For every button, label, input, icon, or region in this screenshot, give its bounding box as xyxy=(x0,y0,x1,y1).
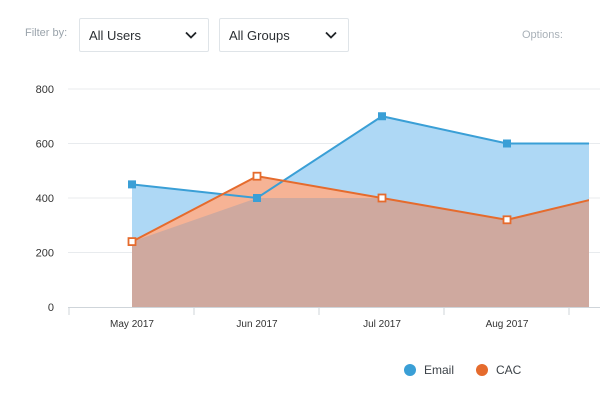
legend-item-email[interactable]: Email xyxy=(404,363,454,377)
x-tick-label: May 2017 xyxy=(110,319,154,330)
email-point xyxy=(503,139,511,148)
chevron-down-icon xyxy=(325,31,337,39)
chevron-down-icon xyxy=(185,31,197,39)
plot-area xyxy=(127,112,589,307)
email-point xyxy=(378,112,386,121)
x-tick-label: Aug 2017 xyxy=(486,319,529,330)
legend-email-label: Email xyxy=(424,363,455,377)
legend-cac-label: CAC xyxy=(496,363,522,377)
legend-item-cac[interactable]: CAC xyxy=(476,363,521,377)
y-tick-label: 0 xyxy=(48,302,54,314)
y-tick-label: 600 xyxy=(36,139,54,151)
y-tick-label: 200 xyxy=(36,248,54,260)
groups-dropdown[interactable]: All Groups xyxy=(219,18,349,52)
chart-legend: Email CAC xyxy=(404,362,543,378)
legend-cac-swatch xyxy=(476,364,489,376)
users-dropdown[interactable]: All Users xyxy=(79,18,209,52)
users-dropdown-value: All Users xyxy=(89,28,142,43)
y-tick-label: 400 xyxy=(36,193,54,205)
options-menu[interactable]: Options: xyxy=(522,29,563,41)
overlap-area xyxy=(132,198,589,307)
email-point xyxy=(128,180,136,189)
email-point xyxy=(253,194,261,202)
cac-point xyxy=(377,193,387,203)
legend-email-swatch xyxy=(404,364,416,376)
filter-label: Filter by: xyxy=(25,27,68,39)
cac-point xyxy=(252,171,262,181)
filter-bar: Filter by: All Users All Groups Options: xyxy=(0,0,600,70)
y-tick-label: 800 xyxy=(36,84,54,96)
cac-point xyxy=(127,237,137,247)
x-tick-label: Jul 2017 xyxy=(363,319,401,330)
x-tick-label: Jun 2017 xyxy=(236,319,278,330)
groups-dropdown-value: All Groups xyxy=(229,28,290,43)
cac-point xyxy=(502,215,512,225)
